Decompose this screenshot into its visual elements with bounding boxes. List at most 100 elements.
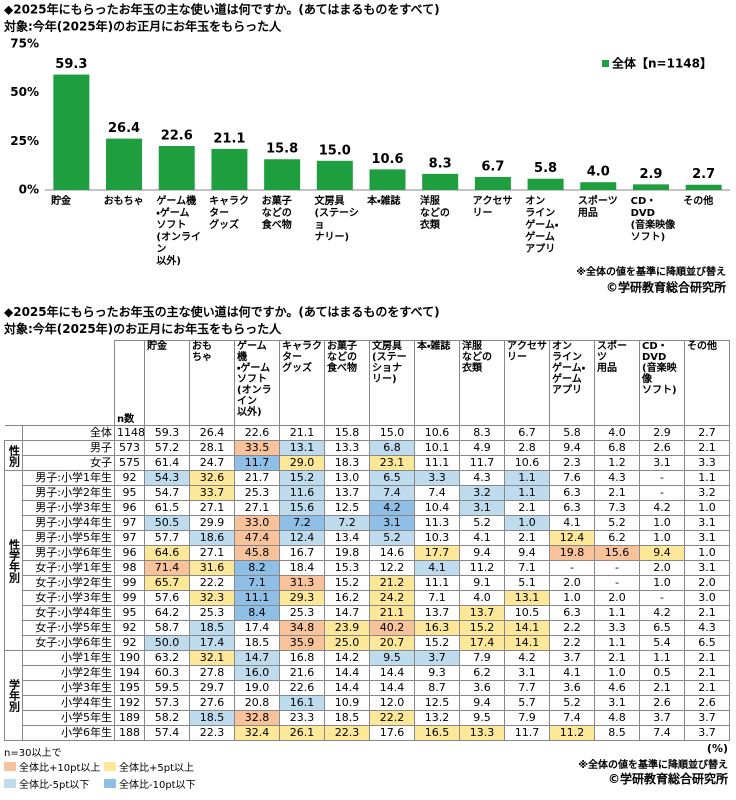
table-cell: 17.6: [369, 725, 415, 741]
table-cell: 10.6: [504, 455, 550, 471]
table-cell: 7.1: [414, 590, 460, 606]
table-cell: 10.1: [414, 440, 460, 456]
table-cell: -: [639, 485, 685, 501]
n-cell: 189: [114, 710, 145, 726]
table-row: 女子:小学6年生 92 50.0 17.4 18.5 35.9 25.0 20.7 15.2 17…: [5, 635, 730, 651]
table-cell: 12.2: [369, 560, 415, 576]
n-cell: 188: [114, 725, 145, 741]
table-cell: 64.6: [144, 545, 190, 561]
table-subtitle: 対象:今年(2025年)のお正月にお年玉をもらった人: [4, 322, 282, 336]
bar: [316, 160, 353, 190]
column-header: スポー ツ 用品: [594, 340, 640, 426]
table-row: 全体 1148 59.3 26.4 22.6 21.1 15.8 15.0 10.6 8.3 6.7…: [4, 425, 730, 441]
row-label: 小学3年生: [22, 680, 115, 696]
legend-label: 全体比+5pt以上: [119, 763, 195, 774]
table-cell: 18.6: [189, 530, 235, 546]
table-cell: 14.4: [324, 680, 370, 696]
table-cell: 29.3: [279, 590, 325, 606]
table-cell: 2.6: [684, 695, 730, 711]
value-label: 59.3: [55, 57, 87, 72]
table-cell: 11.7: [234, 455, 280, 471]
table-cell: 57.3: [144, 695, 190, 711]
column-header: 貯金: [144, 340, 190, 426]
table-cell: 7.9: [504, 710, 550, 726]
table-row: 男子:小学4年生 97 50.5 29.9 33.0 7.2 7.2 3.1 11.3 5.2 1.…: [5, 515, 730, 531]
table-cell: 22.6: [279, 680, 325, 696]
table-cell: 21.1: [369, 605, 415, 621]
table-cell: 17.4: [189, 635, 235, 651]
table-cell: 15.2: [324, 575, 370, 591]
n-cell: 96: [114, 500, 145, 516]
table-cell: 2.1: [504, 530, 550, 546]
n-cell: 92: [114, 620, 145, 636]
table-cell: 3.2: [459, 485, 505, 501]
table-cell: 16.2: [324, 590, 370, 606]
table-cell: 4.2: [639, 605, 685, 621]
row-label: 女子:小学5年生: [22, 620, 115, 636]
table-cell: 3.7: [684, 710, 730, 726]
value-label: 2.9: [639, 167, 662, 182]
legend-label: 全体比+10pt以上: [19, 763, 101, 774]
table-cell: 11.3: [414, 515, 460, 531]
table-cell: 26.4: [189, 425, 235, 441]
table-row: 学年別 小学1年生 190 63.2 32.1 14.7 16.8 14.2 9.5 3.7 7.9…: [4, 650, 730, 741]
table-cell: 6.7: [504, 425, 550, 441]
table-cell: 2.1: [594, 650, 640, 666]
table-cell: 1.1: [504, 485, 550, 501]
table-cell: 3.6: [549, 680, 595, 696]
row-label: 男子: [22, 440, 115, 456]
value-label: 26.4: [108, 121, 140, 136]
table-cell: 1.0: [639, 530, 685, 546]
chart-subtitle: 対象:今年(2025年)のお正月にお年玉をもらった人: [3, 19, 282, 34]
table-cell: 3.1: [684, 530, 730, 546]
y-tick-label: 25%: [10, 134, 39, 148]
table-cell: 4.2: [639, 500, 685, 516]
y-tick-label: 50%: [10, 85, 39, 99]
table-cell: 22.2: [369, 710, 415, 726]
table-cell: 33.0: [234, 515, 280, 531]
legend-swatch: [4, 762, 16, 771]
table-cell: 20.7: [369, 635, 415, 651]
table-cell: 7.7: [504, 680, 550, 696]
table-cell: 15.2: [414, 635, 460, 651]
section-label: 学年別: [4, 650, 23, 741]
legend-item: 全体比-10pt以下: [104, 776, 204, 791]
table-row: 女子:小学4年生 95 64.2 25.3 8.4 25.3 14.7 21.1 13.7 13.…: [5, 605, 730, 621]
row-label: 女子:小学2年生: [22, 575, 115, 591]
table-cell: 19.8: [324, 545, 370, 561]
table-cell: 21.7: [234, 470, 280, 486]
table-cell: 32.1: [189, 650, 235, 666]
table-cell: 5.2: [369, 530, 415, 546]
table-cell: -: [549, 560, 595, 576]
copyright: ©学研教育総合研究所: [607, 772, 728, 786]
table-cell: 1.0: [684, 500, 730, 516]
table-cell: 29.9: [189, 515, 235, 531]
table-cell: 33.7: [189, 485, 235, 501]
table-cell: 12.4: [549, 530, 595, 546]
table-cell: 3.2: [684, 485, 730, 501]
column-header: お菓子 などの 食べ物: [324, 340, 370, 426]
table-cell: 4.2: [504, 650, 550, 666]
table-cell: 13.3: [459, 725, 505, 741]
table-cell: 4.6: [594, 680, 640, 696]
table-cell: 18.5: [189, 710, 235, 726]
table-cell: 29.0: [279, 455, 325, 471]
table-cell: 6.3: [549, 485, 595, 501]
table-cell: 13.3: [324, 440, 370, 456]
table-cell: 9.3: [414, 665, 460, 681]
table-cell: 2.1: [684, 605, 730, 621]
table-cell: 1.0: [549, 590, 595, 606]
table-cell: 9.4: [639, 545, 685, 561]
table-cell: 3.3: [414, 470, 460, 486]
value-label: 4.0: [587, 165, 610, 180]
x-tick-label: アクセサ リー: [472, 196, 513, 219]
table-cell: 27.1: [234, 500, 280, 516]
n-cell: 99: [114, 590, 145, 606]
table-cell: 5.2: [549, 695, 595, 711]
y-tick-label: 0%: [19, 183, 39, 197]
table-cell: 14.7: [234, 650, 280, 666]
table-cell: 27.1: [189, 545, 235, 561]
bar: [422, 173, 459, 190]
table-cell: 58.2: [144, 710, 190, 726]
table-cell: 6.5: [684, 635, 730, 651]
